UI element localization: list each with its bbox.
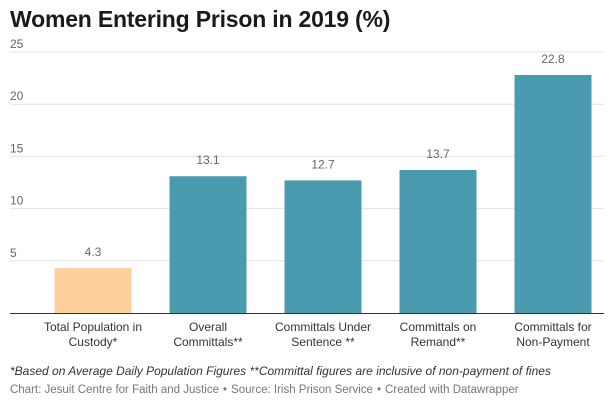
x-tick-label: Non-Payment bbox=[516, 335, 590, 349]
value-labels: 4.3 13.1 12.7 13.7 22.8 bbox=[85, 52, 565, 259]
x-tick-label: Sentence ** bbox=[291, 335, 355, 349]
y-tick-label: 10 bbox=[10, 194, 24, 208]
credit-separator: • bbox=[223, 384, 228, 396]
y-tick-label: 25 bbox=[10, 37, 24, 51]
bar bbox=[514, 74, 592, 313]
x-tick-label: Committals** bbox=[173, 335, 243, 349]
x-axis-labels: Total Population inCustody*OverallCommit… bbox=[44, 320, 592, 349]
data-label: 13.7 bbox=[426, 147, 450, 161]
x-tick-label: Committals Under bbox=[275, 320, 371, 334]
credit-separator: • bbox=[376, 384, 381, 396]
y-tick-label: 15 bbox=[10, 141, 24, 155]
bar bbox=[54, 268, 132, 313]
footnote: *Based on Average Daily Population Figur… bbox=[10, 364, 551, 378]
credit-line: Chart: Jesuit Centre for Faith and Justi… bbox=[10, 384, 519, 396]
data-label: 4.3 bbox=[85, 245, 102, 259]
data-label: 22.8 bbox=[541, 52, 565, 66]
chart-title: Women Entering Prison in 2019 (%) bbox=[10, 6, 391, 32]
x-tick-label: Remand** bbox=[411, 335, 466, 349]
bars bbox=[54, 74, 592, 313]
x-tick-label: Overall bbox=[189, 320, 227, 334]
x-tick-label: Committals for bbox=[514, 320, 591, 334]
x-tick-label: Custody* bbox=[69, 335, 118, 349]
data-label: 12.7 bbox=[311, 157, 335, 171]
bar bbox=[169, 176, 247, 313]
gridlines: 5 10 15 20 25 bbox=[10, 37, 604, 262]
y-tick-label: 20 bbox=[10, 89, 24, 103]
credit-chart: Chart: Jesuit Centre for Faith and Justi… bbox=[10, 384, 220, 396]
bar bbox=[284, 180, 362, 313]
bar bbox=[399, 169, 477, 313]
x-tick-label: Total Population in bbox=[44, 320, 142, 334]
credit-source: Source: Irish Prison Service bbox=[231, 384, 373, 396]
x-tick-label: Committals on bbox=[400, 320, 477, 334]
data-label: 13.1 bbox=[196, 153, 220, 167]
credit-tool: Created with Datawrapper bbox=[384, 384, 519, 396]
y-tick-label: 5 bbox=[10, 246, 17, 260]
